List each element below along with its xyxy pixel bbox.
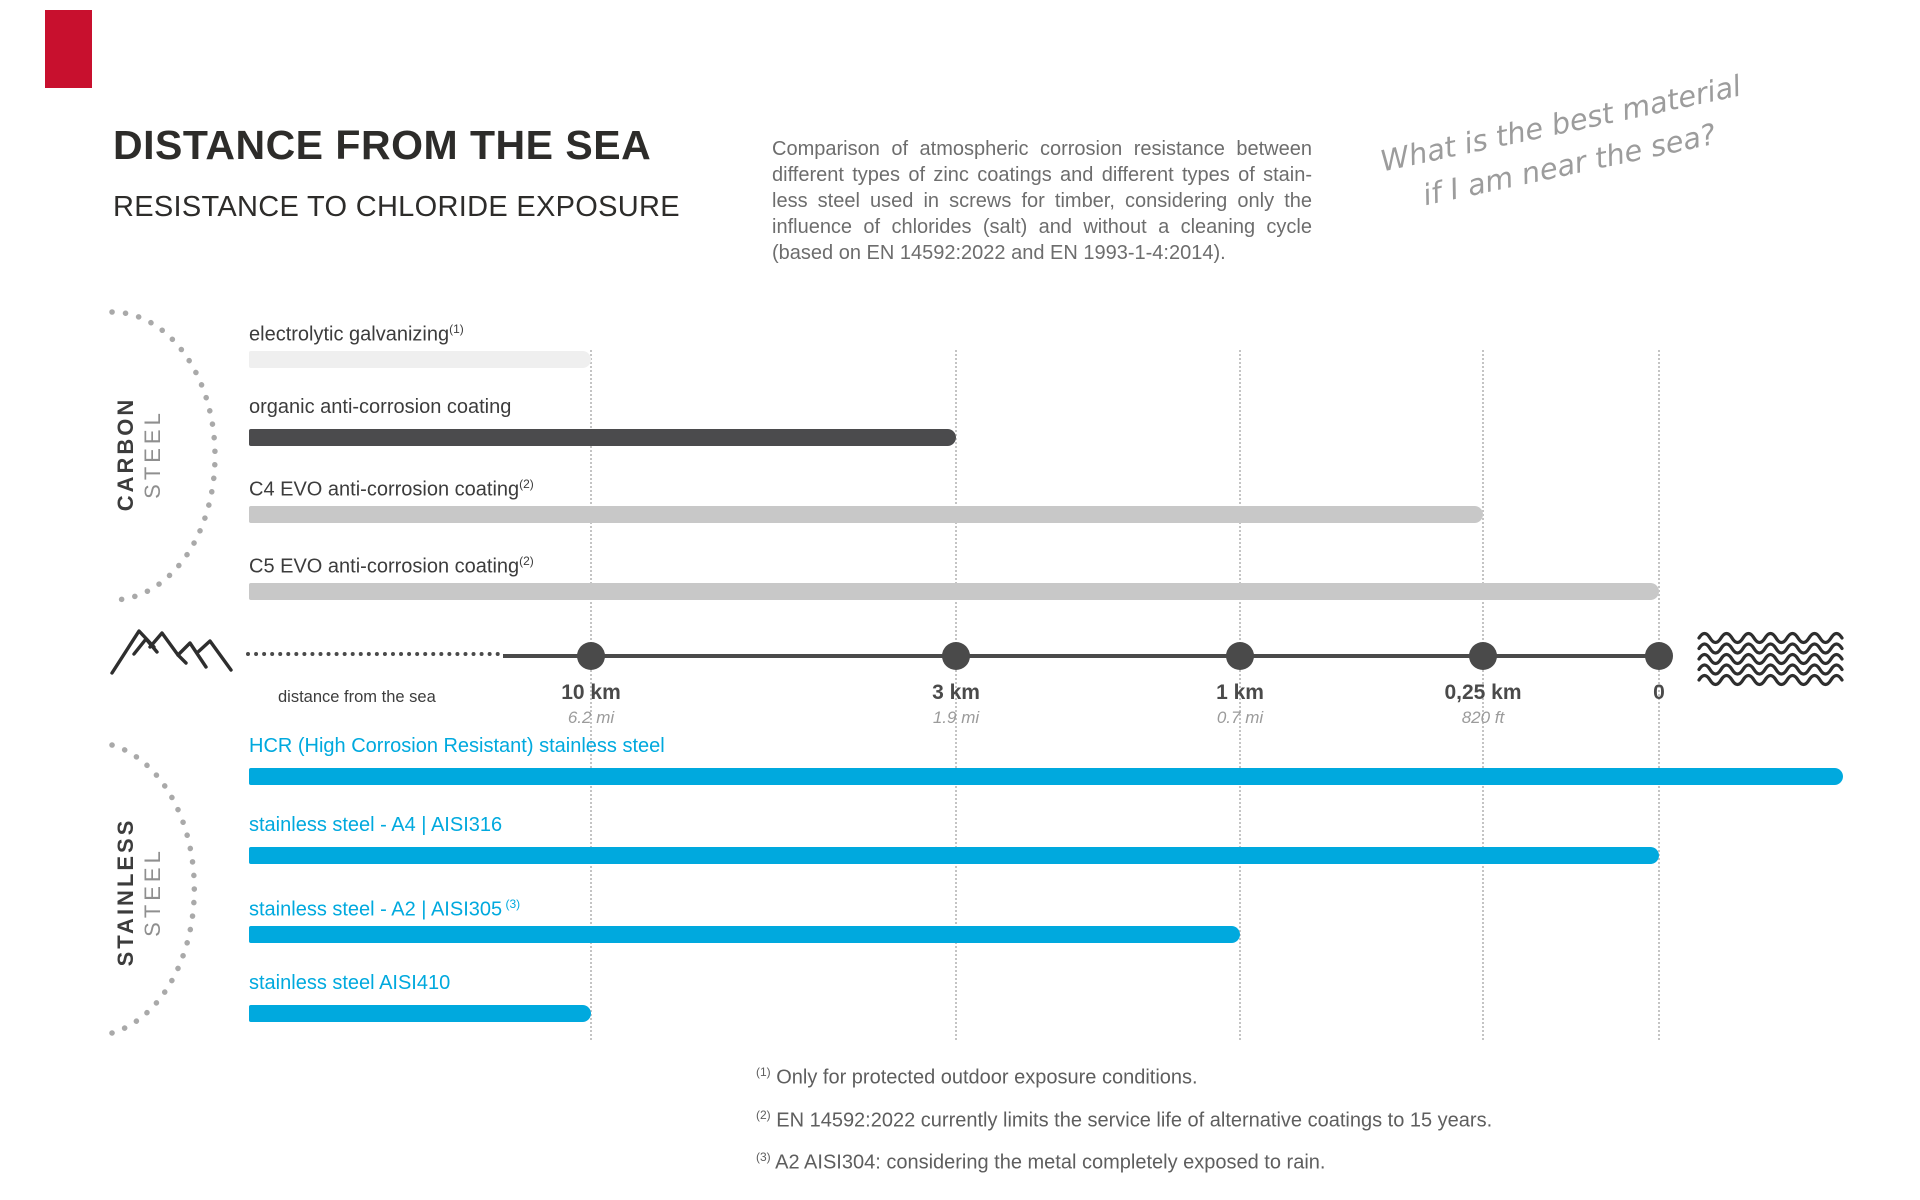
page-title: DISTANCE FROM THE SEA — [113, 122, 652, 168]
bar-hcr-high-corrosion-resistant-stainless-steel — [249, 768, 1843, 785]
axis-dotted-leader — [246, 652, 500, 656]
bar-label: C5 EVO anti-corrosion coating(2) — [249, 554, 534, 578]
handwritten-note: What is the best material if I am near t… — [1361, 61, 1770, 226]
axis-dot-3km — [942, 642, 970, 670]
footnote-marker: (3) — [502, 897, 521, 911]
stainless-arc-decoration — [109, 742, 198, 1036]
footnote-marker: (1) — [449, 322, 464, 336]
tick-label-km: 3 km — [932, 681, 980, 704]
mountain-icon — [110, 629, 233, 675]
tick-label-km: 1 km — [1216, 681, 1264, 704]
tick-label-imperial: 6.2 mi — [567, 708, 615, 727]
description-line: different types of zinc coatings and dif… — [772, 164, 1312, 186]
gridline-0km — [1658, 350, 1660, 1040]
page-subtitle: RESISTANCE TO CHLORIDE EXPOSURE — [113, 191, 680, 223]
footnote-marker: (2) — [519, 554, 534, 568]
axis-dot-10km — [577, 642, 605, 670]
footnote-marker: (1) — [756, 1065, 771, 1079]
gridline-3km — [955, 350, 957, 1040]
tick-label-imperial: 0.7 mi — [1216, 708, 1264, 727]
bar-stainless-steel-aisi410 — [249, 1005, 591, 1022]
group-label-bold: CARBON — [113, 396, 138, 512]
tick-label-km: 10 km — [561, 681, 621, 704]
gridline-10km — [590, 350, 592, 1040]
carbon-arc-decoration — [109, 309, 218, 603]
description-line: influence of chlorides (salt) and withou… — [772, 216, 1312, 238]
bar-label: HCR (High Corrosion Resistant) stainless… — [249, 735, 665, 757]
axis-dot-1km — [1226, 642, 1254, 670]
tick-label-km: 0 — [1653, 681, 1665, 704]
bar-electrolytic-galvanizing — [249, 351, 591, 368]
description-line: less steel used in screws for timber, co… — [772, 190, 1312, 212]
bar-label: stainless steel AISI410 — [249, 972, 451, 994]
footnote-line: (1) Only for protected outdoor exposure … — [756, 1065, 1198, 1089]
footnote-line: (2) EN 14592:2022 currently limits the s… — [756, 1107, 1493, 1132]
group-label-carbon-steel: CARBON STEEL — [112, 344, 172, 564]
bar-label: organic anti-corrosion coating — [249, 396, 512, 418]
footnote-marker: (3) — [756, 1150, 771, 1165]
brand-mark — [45, 10, 92, 88]
footnote-marker: (2) — [756, 1107, 771, 1122]
bar-stainless-steel-a4-aisi316 — [249, 847, 1659, 864]
axis-dot-0.25km — [1469, 642, 1497, 670]
gridline-0.25km — [1482, 350, 1484, 1040]
tick-label-km: 0,25 km — [1444, 681, 1522, 704]
group-label-light: STEEL — [140, 847, 165, 937]
group-label-light: STEEL — [140, 409, 165, 499]
sea-waves-icon — [1697, 631, 1844, 687]
description-line: Comparison of atmospheric corrosion resi… — [772, 138, 1312, 160]
group-label-stainless-steel: STAINLESS STEEL — [112, 782, 172, 1002]
tick-label-imperial: 1.9 mi — [932, 708, 980, 727]
bar-c5-evo-anti-corrosion-coating — [249, 583, 1659, 600]
tick-label-imperial: 820 ft — [1461, 708, 1505, 727]
footnotes: (1) Only for protected outdoor exposure … — [756, 1054, 1492, 1182]
group-label-bold: STAINLESS — [113, 817, 138, 967]
footnote-line: (3) A2 AISI304: considering the metal co… — [756, 1150, 1326, 1174]
description-paragraph: Comparison of atmospheric corrosion resi… — [772, 136, 1312, 266]
bar-label: C4 EVO anti-corrosion coating(2) — [249, 477, 534, 501]
bar-organic-anti-corrosion-coating — [249, 429, 956, 446]
axis-distance-label: distance from the sea — [278, 688, 436, 706]
gridline-1km — [1239, 350, 1241, 1040]
bar-label: electrolytic galvanizing(1) — [249, 322, 464, 346]
bar-label: stainless steel - A2 | AISI305 (3) — [249, 897, 521, 921]
description-line: (based on EN 14592:2022 and EN 1993-1-4:… — [772, 242, 1226, 264]
axis-line — [503, 654, 1672, 658]
bar-c4-evo-anti-corrosion-coating — [249, 506, 1483, 523]
bar-label: stainless steel - A4 | AISI316 — [249, 814, 503, 836]
bar-stainless-steel-a2-aisi305 — [249, 926, 1240, 943]
footnote-marker: (2) — [519, 477, 534, 491]
axis-dot-0km — [1645, 642, 1673, 670]
